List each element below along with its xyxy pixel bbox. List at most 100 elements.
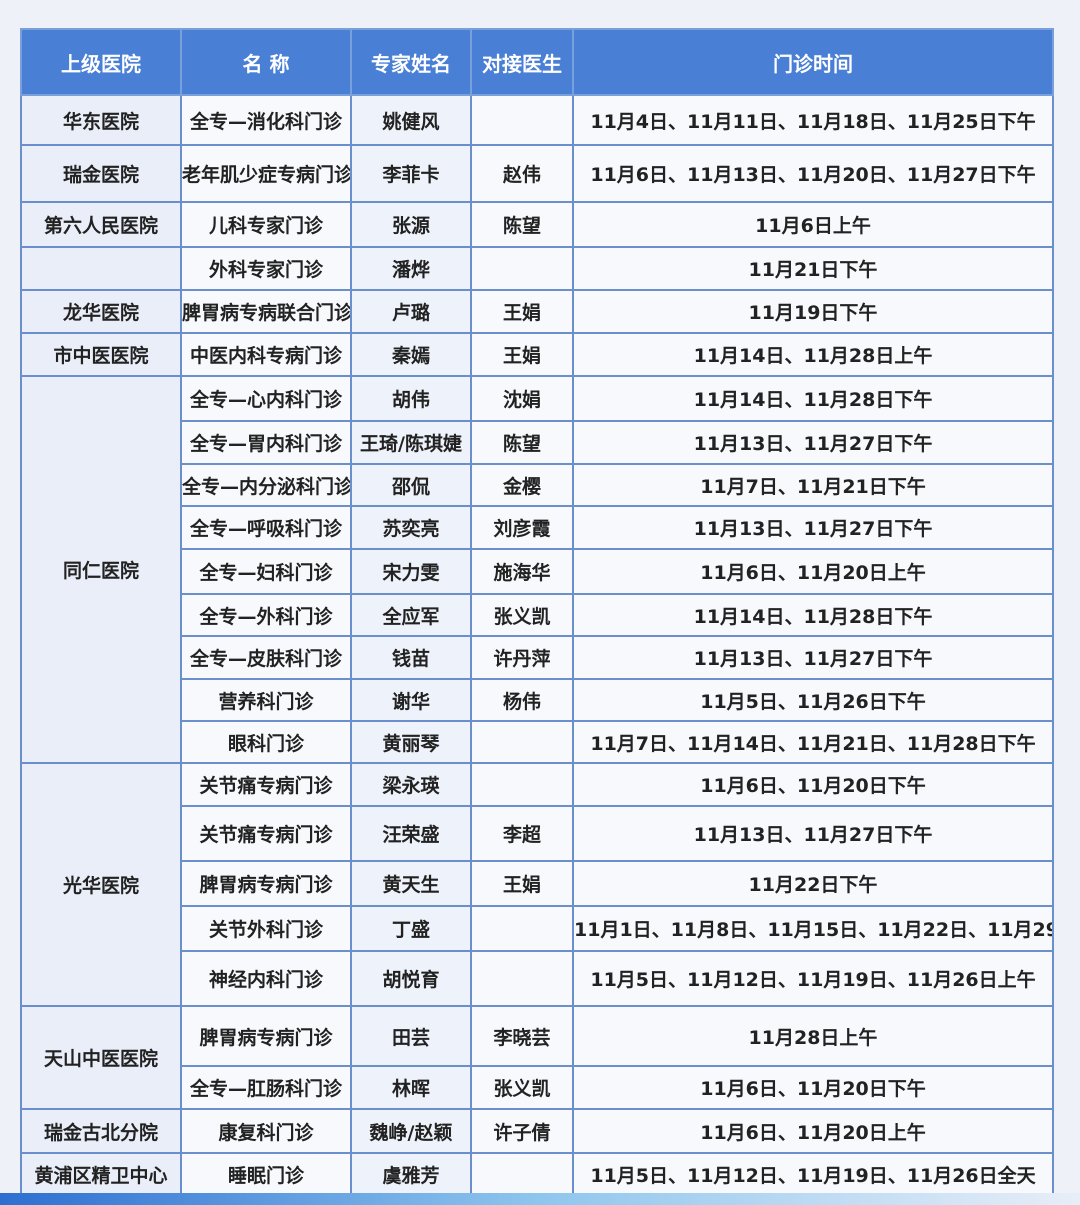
- cell-expert: 全应军: [350, 593, 472, 637]
- cell-time: 11月7日、11月21日下午: [572, 463, 1054, 507]
- cell-expert: 汪荣盛: [350, 805, 472, 862]
- header-expert: 专家姓名: [350, 28, 472, 96]
- cell-expert: 林晖: [350, 1065, 472, 1110]
- header-hospital: 上级医院: [20, 28, 182, 96]
- table-row: 同仁医院 全专—心内科门诊 胡伟 沈娟 11月14日、11月28日下午: [20, 375, 1054, 764]
- cell-hospital: 光华医院: [20, 762, 182, 1007]
- cell-department: 康复科门诊: [180, 1108, 352, 1154]
- table-row: 全专—外科门诊 全应军 张义凯 11月14日、11月28日下午: [21, 593, 1054, 637]
- cell-doctor: [470, 720, 574, 764]
- cell-expert: 黄丽琴: [350, 720, 472, 764]
- table-row: 全专—妇科门诊 宋力雯 施海华 11月6日、11月20日上午: [21, 548, 1054, 595]
- cell-department: 外科专家门诊: [180, 246, 352, 291]
- table-row: 眼科门诊 黄丽琴 11月7日、11月14日、11月21日、11月28日下午: [21, 720, 1054, 764]
- clinic-schedule: 上级医院 名 称 专家姓名 对接医生 门诊时间 华东医院 全专—消化科门诊 姚健风 1…: [20, 28, 1054, 1197]
- cell-doctor: [470, 762, 574, 807]
- cell-hospital: 瑞金医院: [20, 144, 182, 203]
- cell-doctor: [470, 905, 574, 952]
- table-row: 全专—皮肤科门诊 钱苗 许丹萍 11月13日、11月27日下午: [21, 635, 1054, 680]
- schedule-table: 上级医院 名 称 专家姓名 对接医生 门诊时间 华东医院 全专—消化科门诊 姚健风 1…: [20, 28, 1054, 1197]
- cell-department: 全专—消化科门诊: [180, 94, 352, 146]
- cell-hospital: 天山中医医院: [20, 1005, 182, 1110]
- cell-time: 11月6日、11月20日上午: [572, 1108, 1054, 1154]
- cell-doctor: [470, 94, 574, 146]
- table-row: 市中医医院 中医内科专病门诊 秦嫣 王娟 11月14日、11月28日上午: [20, 332, 1054, 377]
- cell-department: 脾胃病专病联合门诊: [180, 289, 352, 334]
- cell-department: 全专—内分泌科门诊: [180, 463, 352, 507]
- cell-department: 全专—胃内科门诊: [180, 420, 352, 465]
- cell-hospital: 华东医院: [20, 94, 182, 146]
- cell-time: 11月19日下午: [572, 289, 1054, 334]
- cell-department: 全专—妇科门诊: [180, 548, 352, 595]
- cell-doctor: 许子倩: [470, 1108, 574, 1154]
- table-row: 光华医院 关节痛专病门诊 梁永瑛 11月6日、11月20日下午: [20, 762, 1054, 1007]
- cell-hospital: 第六人民医院: [20, 201, 182, 248]
- cell-department: 睡眠门诊: [180, 1152, 352, 1197]
- cell-expert: 魏峥/赵颖: [350, 1108, 472, 1154]
- cell-expert: 钱苗: [350, 635, 472, 680]
- cell-doctor: 王娟: [470, 860, 574, 907]
- cell-expert: 秦嫣: [350, 332, 472, 377]
- cell-department: 脾胃病专病门诊: [180, 860, 352, 907]
- cell-time: 11月21日下午: [572, 246, 1054, 291]
- cell-doctor: [470, 1152, 574, 1197]
- cell-expert: 潘烨: [350, 246, 472, 291]
- cell-expert: 王琦/陈琪婕: [350, 420, 472, 465]
- cell-time: 11月6日、11月13日、11月20日、11月27日下午: [572, 144, 1054, 203]
- cell-time: 11月28日上午: [572, 1005, 1054, 1067]
- cell-doctor: 施海华: [470, 548, 574, 595]
- cell-doctor: [470, 950, 574, 1007]
- table-row: 关节痛专病门诊 汪荣盛 李超 11月13日、11月27日下午: [21, 805, 1054, 862]
- cell-department: 中医内科专病门诊: [180, 332, 352, 377]
- cell-department: 全专—外科门诊: [180, 593, 352, 637]
- cell-doctor: 陈望: [470, 201, 574, 248]
- cell-time: 11月13日、11月27日下午: [572, 635, 1054, 680]
- cell-department: 儿科专家门诊: [180, 201, 352, 248]
- cell-doctor: 李晓芸: [470, 1005, 574, 1067]
- table-row: 全专—胃内科门诊 王琦/陈琪婕 陈望 11月13日、11月27日下午: [21, 420, 1054, 465]
- cell-hospital: 瑞金古北分院: [20, 1108, 182, 1154]
- cell-expert: 虞雅芳: [350, 1152, 472, 1197]
- cell-doctor: 沈娟: [470, 375, 574, 422]
- cell-department: 眼科门诊: [180, 720, 352, 764]
- cell-time: 11月13日、11月27日下午: [572, 505, 1054, 550]
- cell-time: 11月7日、11月14日、11月21日、11月28日下午: [572, 720, 1054, 764]
- cell-department: 关节外科门诊: [180, 905, 352, 952]
- cell-department: 老年肌少症专病门诊: [180, 144, 352, 203]
- bottom-decoration: [0, 1193, 1080, 1205]
- cell-expert: 黄天生: [350, 860, 472, 907]
- header-row: 上级医院 名 称 专家姓名 对接医生 门诊时间: [20, 28, 1054, 96]
- cell-doctor: 陈望: [470, 420, 574, 465]
- cell-time: 11月5日、11月12日、11月19日、11月26日全天: [572, 1152, 1054, 1197]
- cell-time: 11月6日、11月20日上午: [572, 548, 1054, 595]
- cell-time: 11月13日、11月27日下午: [572, 805, 1054, 862]
- cell-department: 关节痛专病门诊: [180, 762, 352, 807]
- cell-doctor: 李超: [470, 805, 574, 862]
- cell-time: 11月6日上午: [572, 201, 1054, 248]
- cell-time: 11月4日、11月11日、11月18日、11月25日下午: [572, 94, 1054, 146]
- cell-expert: 邵侃: [350, 463, 472, 507]
- cell-time: 11月14日、11月28日下午: [572, 375, 1054, 422]
- table-row: 脾胃病专病门诊 黄天生 王娟 11月22日下午: [21, 860, 1054, 907]
- cell-doctor: 金樱: [470, 463, 574, 507]
- cell-expert: 李菲卡: [350, 144, 472, 203]
- cell-time: 11月5日、11月12日、11月19日、11月26日上午: [572, 950, 1054, 1007]
- cell-department: 神经内科门诊: [180, 950, 352, 1007]
- cell-doctor: 许丹萍: [470, 635, 574, 680]
- cell-doctor: 张义凯: [470, 593, 574, 637]
- cell-department: 全专—心内科门诊: [180, 375, 352, 422]
- table-row: 全专—内分泌科门诊 邵侃 金樱 11月7日、11月21日下午: [21, 463, 1054, 507]
- cell-expert: 张源: [350, 201, 472, 248]
- cell-doctor: 刘彦霞: [470, 505, 574, 550]
- cell-time: 11月13日、11月27日下午: [572, 420, 1054, 465]
- cell-hospital: 黄浦区精卫中心: [20, 1152, 182, 1197]
- cell-hospital: 龙华医院: [20, 289, 182, 334]
- cell-doctor: 张义凯: [470, 1065, 574, 1110]
- cell-department: 全专—呼吸科门诊: [180, 505, 352, 550]
- header-time: 门诊时间: [572, 28, 1054, 96]
- cell-time: 11月14日、11月28日上午: [572, 332, 1054, 377]
- cell-doctor: [470, 246, 574, 291]
- table-row: 外科专家门诊 潘烨 11月21日下午: [20, 246, 1054, 291]
- cell-time: 11月1日、11月8日、11月15日、11月22日、11月29日下午: [572, 905, 1054, 952]
